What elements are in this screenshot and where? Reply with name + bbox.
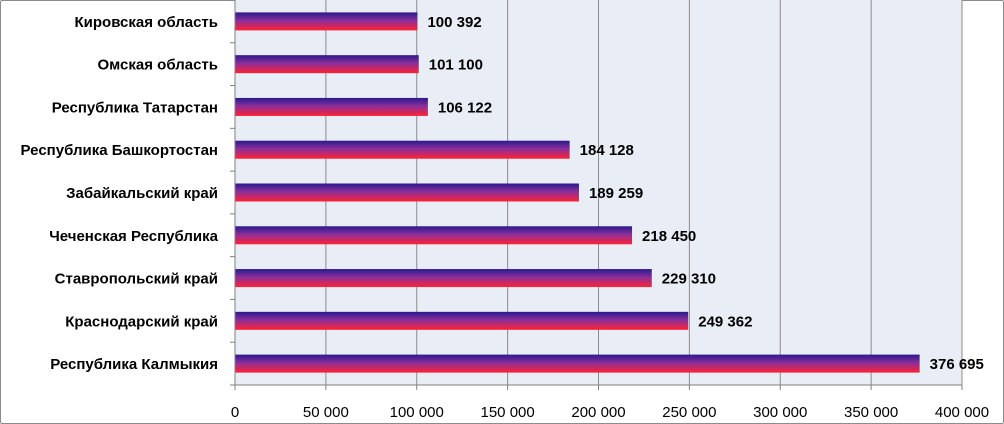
x-tick-label: 50 000 [303,404,349,421]
bar [235,55,419,74]
bar [235,311,689,330]
bar [235,97,428,116]
data-label: 189 259 [589,185,643,202]
category-label: Республика Калмыкия [50,356,218,373]
category-label: Кировская область [75,14,219,31]
bars [235,12,920,373]
data-label: 101 100 [429,57,483,74]
bar [235,183,579,202]
x-tick-label: 350 000 [844,404,898,421]
x-axis-ticks: 0 50 000 100 000 150 000 200 000 250 000 300 0… [230,0,989,421]
bar [235,140,570,159]
value-labels: 376 695 249 362 229 310 218 450 189 259 184 1… [427,14,983,373]
data-label: 229 310 [662,271,716,288]
data-label: 218 450 [642,228,696,245]
category-labels: Республика Калмыкия Краснодарский край Ста… [21,14,219,373]
data-label: 184 128 [580,142,634,159]
bar [235,12,418,31]
bar [235,354,920,373]
x-tick-label: 0 [231,404,239,421]
bar [235,226,633,245]
category-label: Ставропольский край [55,271,218,288]
category-label: Республика Башкортостан [21,142,218,159]
data-label: 106 122 [438,99,492,116]
category-label: Республика Татарстан [52,99,218,116]
x-tick-label: 250 000 [662,404,716,421]
data-label: 249 362 [698,313,752,330]
data-label: 100 392 [427,14,481,31]
x-tick-label: 200 000 [571,404,625,421]
category-label: Чеченская Республика [49,228,218,245]
data-label: 376 695 [930,356,984,373]
category-label: Забайкальский край [66,185,218,202]
x-tick-label: 100 000 [390,404,444,421]
category-label: Краснодарский край [65,313,218,330]
x-tick-label: 400 000 [935,404,989,421]
x-tick-label: 300 000 [753,404,807,421]
bar [235,269,652,288]
x-tick-label: 150 000 [481,404,535,421]
category-label: Омская область [97,57,218,74]
